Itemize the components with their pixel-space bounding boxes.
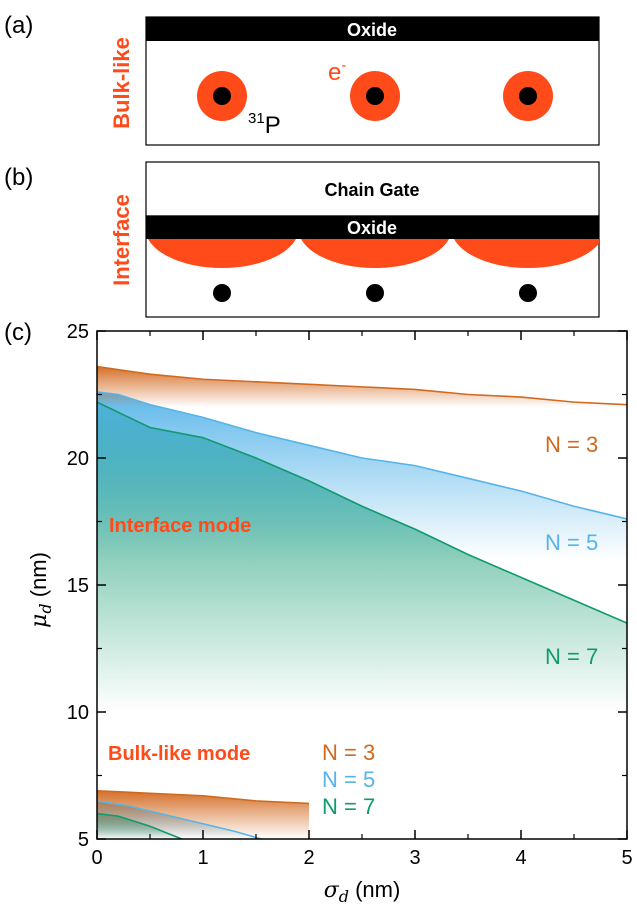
y-tick-label: 5 — [78, 829, 89, 851]
donor-nucleus — [213, 284, 231, 302]
x-axis-label: σd (nm) — [324, 877, 401, 906]
band-n5 — [97, 391, 627, 560]
x-tick-label: 2 — [303, 847, 314, 869]
line-n7 — [96, 401, 628, 624]
panel-b-letter: (b) — [4, 164, 33, 191]
x-tick-label: 1 — [197, 847, 208, 869]
bulk-series-label-n7: N = 7 — [322, 794, 375, 819]
x-tick-label: 0 — [91, 847, 102, 869]
interface-mode-annotation: Interface mode — [109, 515, 251, 537]
y-tick-label: 25 — [67, 321, 89, 343]
panel-a-letter: (a) — [4, 12, 33, 39]
bulk-series-label-n3: N = 3 — [322, 740, 375, 765]
y-axis-label: μd (nm) — [26, 552, 55, 628]
chart-c: 0 1 2 3 4 5 5 10 15 20 25 — [67, 321, 633, 869]
series-label-n5: N = 5 — [545, 530, 598, 555]
donor-nucleus — [519, 284, 537, 302]
panel-c-letter: (c) — [4, 319, 32, 346]
line-n5 — [96, 391, 628, 520]
line-n3 — [96, 365, 628, 406]
panel-a-side-label: Bulk-like — [109, 37, 134, 129]
y-tick-label: 15 — [67, 575, 89, 597]
x-tick-label: 4 — [515, 847, 526, 869]
phosphorus-label: 31P — [248, 110, 281, 139]
donor-electron — [197, 71, 247, 121]
panel-b-oxide-label: Oxide — [347, 218, 397, 238]
x-tick-label: 3 — [409, 847, 420, 869]
chain-gate-label: Chain Gate — [324, 180, 419, 200]
donor-electron — [503, 71, 553, 121]
panel-a-oxide-label: Oxide — [347, 20, 397, 40]
panel-b-side-label: Interface — [109, 194, 134, 286]
bulk-line-n3 — [96, 789, 310, 805]
bulk-line-n7 — [96, 812, 183, 840]
donor-electron — [350, 71, 400, 121]
bulk-mode-annotation: Bulk-like mode — [108, 743, 250, 765]
x-tick-label: 5 — [621, 847, 632, 869]
y-tick-label: 10 — [67, 702, 89, 724]
electron-label: e- — [328, 57, 346, 86]
donor-nucleus — [366, 284, 384, 302]
y-tick-label: 20 — [67, 448, 89, 470]
series-label-n7: N = 7 — [545, 644, 598, 669]
panel-a-oxide-layer — [146, 17, 599, 41]
bulk-series-label-n5: N = 5 — [322, 767, 375, 792]
panel-b-oxide-layer — [146, 216, 599, 239]
series-label-n3: N = 3 — [545, 432, 598, 457]
bulk-line-n5 — [96, 800, 262, 840]
